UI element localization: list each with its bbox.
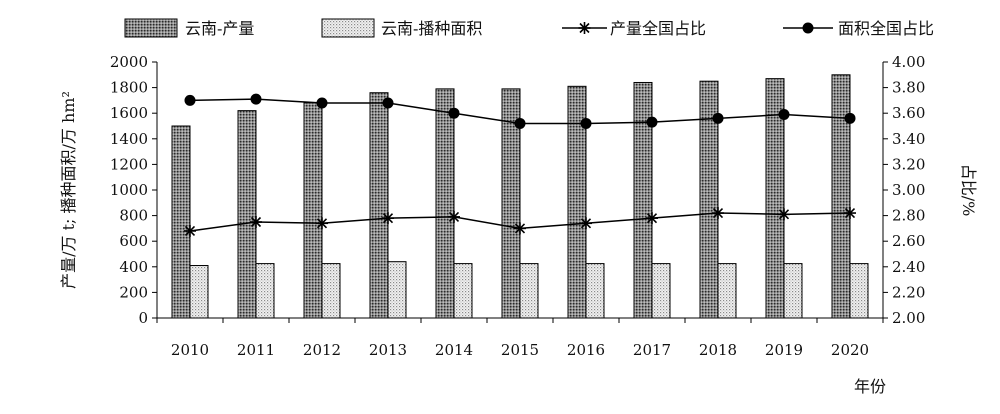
point-area-share: [712, 112, 724, 124]
x-tick-label: 2020: [831, 341, 869, 359]
y-left-tick-label: 1200: [110, 155, 148, 173]
bar-production: [501, 88, 521, 319]
point-area-share: [382, 97, 394, 109]
y-left-tick-label: 1600: [110, 104, 148, 122]
y-right-tick-label: 2.00: [892, 309, 925, 327]
bar-production: [369, 92, 389, 319]
bar-area: [189, 265, 209, 319]
point-production-share: [316, 217, 328, 230]
bar-production: [765, 78, 785, 319]
x-tick-label: 2015: [501, 341, 539, 359]
y-left-tick-label: 1800: [110, 79, 148, 97]
bar-area: [585, 263, 605, 319]
legend: 云南-产量 云南-播种面积 产量全国占比 面积全国占比: [124, 18, 934, 38]
bars: [171, 74, 869, 319]
point-area-share: [580, 117, 592, 129]
y-left-tick-label: 0: [138, 309, 148, 327]
x-axis-label: 年份: [854, 377, 886, 396]
bar-production: [831, 74, 851, 319]
point-area-share: [778, 108, 790, 120]
lines: [184, 93, 856, 237]
y-right-tick-label: 3.40: [892, 130, 925, 148]
point-production-share: [448, 210, 460, 223]
bar-area: [783, 263, 803, 319]
y-left-axis-label: 产量/万 t; 播种面积/万 hm²: [59, 91, 78, 289]
y-left-tick-label: 1000: [110, 181, 148, 199]
x-tick-label: 2016: [567, 341, 605, 359]
y-right-tick-label: 3.80: [892, 79, 925, 97]
legend-label-production: 云南-产量: [185, 19, 254, 38]
bar-production: [303, 102, 323, 319]
y-left-tick-label: 1400: [110, 130, 148, 148]
point-production-share: [646, 212, 658, 225]
y-right-tick-label: 2.80: [892, 207, 925, 225]
y-left-tick-label: 800: [119, 207, 148, 225]
point-area-share: [844, 112, 856, 124]
point-area-share: [250, 93, 262, 105]
legend-label-area-share: 面积全国占比: [838, 19, 934, 38]
y-left-tick-label: 400: [119, 258, 148, 276]
y-left-tick-label: 200: [119, 283, 148, 301]
point-production-share: [844, 207, 856, 220]
y-right-axis-label: 占比/%: [959, 164, 978, 217]
legend-swatch-production: [124, 18, 178, 38]
y-right-tick-label: 3.20: [892, 155, 925, 173]
bar-production: [633, 81, 653, 319]
right-ticks: 2.00 2.20 2.40 2.60 2.80 3.00 3.20 3.40 3.60 3.80…: [883, 53, 925, 327]
point-area-share: [514, 117, 526, 129]
bar-production: [567, 85, 587, 319]
y-right-tick-label: 3.00: [892, 181, 925, 199]
y-left-tick-label: 2000: [110, 53, 148, 71]
x-tick-label: 2011: [237, 341, 275, 359]
point-production-share: [250, 216, 262, 228]
y-right-tick-label: 2.60: [892, 232, 925, 250]
point-area-share: [184, 94, 196, 106]
legend-swatch-area: [321, 18, 375, 38]
bar-area: [255, 263, 275, 319]
bar-production: [699, 80, 719, 319]
x-ticks: 2010 2011 2012 2013 2014 2015 2016 2017 2018 2019…: [156, 318, 884, 359]
point-production-share: [580, 217, 592, 230]
point-production-share: [514, 222, 526, 235]
y-right-tick-label: 2.20: [892, 283, 925, 301]
x-tick-label: 2012: [303, 341, 341, 359]
point-production-share: [382, 212, 394, 225]
y-left-tick-label: 600: [119, 232, 148, 250]
point-area-share: [448, 107, 460, 119]
point-area-share: [646, 116, 658, 128]
bar-area: [453, 263, 473, 319]
bar-production: [237, 110, 257, 319]
bar-production: [435, 88, 455, 319]
x-tick-label: 2010: [171, 341, 209, 359]
x-tick-label: 2018: [699, 341, 737, 359]
bar-area: [321, 263, 341, 319]
legend-label-area: 云南-播种面积: [381, 19, 482, 38]
legend-marker-circle: [802, 22, 814, 34]
x-tick-label: 2017: [633, 341, 671, 359]
point-area-share: [316, 97, 328, 109]
x-tick-label: 2013: [369, 341, 407, 359]
x-tick-label: 2019: [765, 341, 803, 359]
legend-label-production-share: 产量全国占比: [610, 19, 706, 38]
x-tick-label: 2014: [435, 341, 473, 359]
bar-area: [651, 263, 671, 319]
point-production-share: [184, 224, 196, 237]
bar-production: [171, 125, 191, 319]
left-ticks: 0 200 400 600 800 1000 1200 1400 1600 1800 2000: [110, 53, 157, 327]
legend-marker-asterisk: [578, 22, 591, 34]
y-right-tick-label: 3.60: [892, 104, 925, 122]
bar-area: [849, 263, 869, 319]
bar-area: [387, 261, 407, 319]
y-right-tick-label: 4.00: [892, 53, 925, 71]
bar-area: [717, 263, 737, 319]
bar-area: [519, 263, 539, 319]
point-production-share: [778, 208, 790, 221]
point-production-share: [712, 207, 724, 220]
y-right-tick-label: 2.40: [892, 258, 925, 276]
